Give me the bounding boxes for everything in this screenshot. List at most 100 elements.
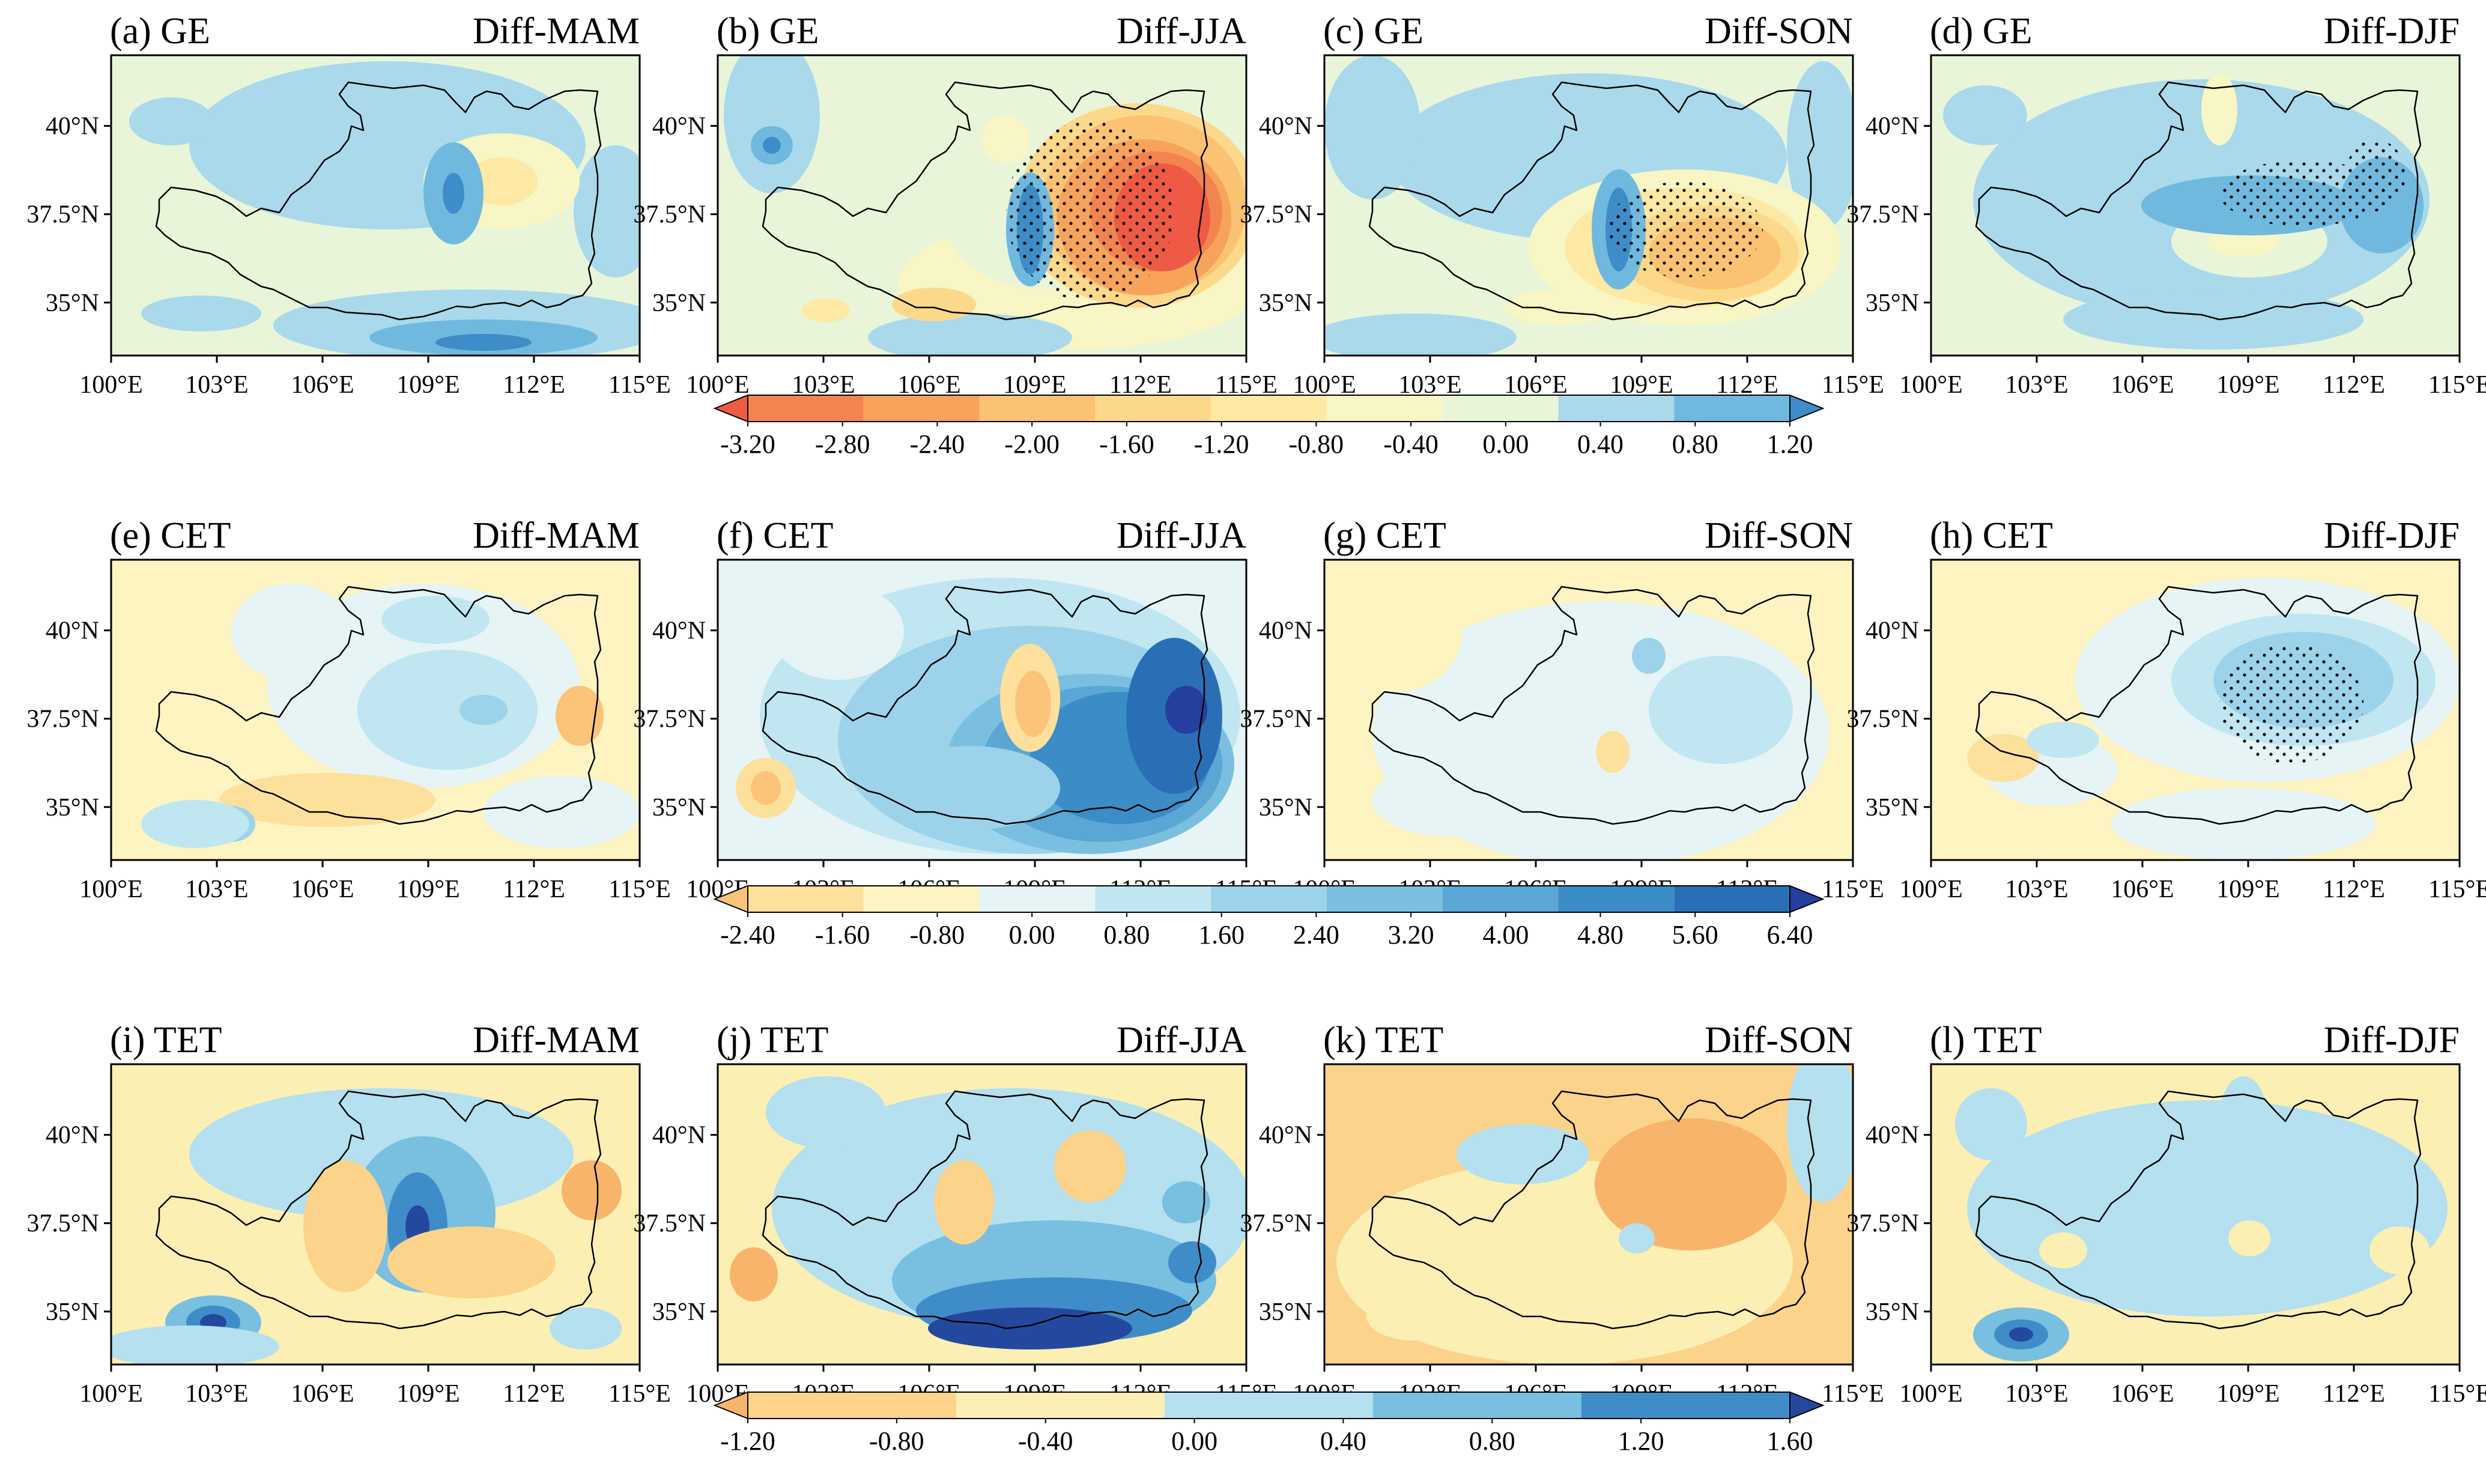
contour-patch — [2039, 1232, 2087, 1268]
contour-patch — [880, 746, 1060, 830]
colorbar-swatch — [1373, 1392, 1581, 1419]
panel-frame — [1930, 1063, 2461, 1366]
contour-patch — [1943, 85, 2027, 145]
x-tick-label: 109°E — [2216, 371, 2279, 399]
colorbar-swatch — [748, 886, 864, 912]
colorbar-tick-label: 0.40 — [1577, 429, 1623, 459]
contour-patch — [303, 1160, 387, 1292]
colorbar-tick-label: 0.00 — [1482, 429, 1529, 459]
panel-frame — [1323, 54, 1854, 357]
colorbar-extend-high — [1789, 394, 1825, 423]
panel-label: (e) CET — [110, 515, 231, 556]
x-tick-label: 106°E — [2111, 1380, 2174, 1408]
colorbar-swatch — [1442, 395, 1559, 422]
x-tick-label: 115°E — [608, 876, 671, 903]
colorbar-swatch — [1095, 886, 1211, 912]
panel-label: (b) GE — [717, 11, 819, 52]
y-tick-label: 40°N — [1866, 617, 1919, 645]
significance-stipple — [2219, 160, 2387, 226]
colorbar-3: -1.20 -0.80 -0.40 0.00 0.40 0.80 1.20 1.60 — [713, 1391, 1825, 1456]
y-tick-label: 37.5°N — [633, 201, 706, 229]
colorbar-tick-label: 1.20 — [1618, 1426, 1664, 1456]
colorbar-frame — [747, 395, 1790, 422]
contour-patch — [111, 1325, 279, 1364]
x-tick-label: 100°E — [1899, 1380, 1962, 1408]
contour-patch — [1165, 686, 1207, 734]
panel-label: (d) GE — [1930, 11, 2032, 52]
contour-patch — [2111, 788, 2375, 860]
colorbar-swatch — [1211, 395, 1327, 422]
y-tick-label: 35°N — [46, 794, 99, 822]
y-tick-label: 37.5°N — [633, 706, 706, 733]
contour-patch — [231, 584, 351, 680]
x-tick-label: 100°E — [1293, 371, 1356, 399]
contour-field — [718, 55, 1246, 356]
colorbar-tick-label: -1.60 — [815, 920, 870, 949]
colorbar-swatch — [1095, 395, 1211, 422]
colorbar-swatch — [748, 395, 864, 422]
panel-title: Diff-MAM — [473, 1020, 640, 1061]
colorbar-tick-label: 5.60 — [1672, 920, 1718, 949]
panel-frame — [110, 1063, 641, 1366]
colorbar-tick-label: 0.00 — [1009, 920, 1055, 949]
colorbar-tick-label: -2.40 — [720, 920, 775, 949]
x-tick-label: 103°E — [2005, 1380, 2068, 1408]
panel-frame — [1323, 1063, 1854, 1366]
significance-stipple — [1607, 181, 1763, 277]
x-tick-label: 103°E — [2005, 876, 2068, 903]
y-tick-label: 35°N — [46, 289, 99, 317]
colorbar-tick-label: -1.20 — [1194, 429, 1249, 459]
x-tick-label: 103°E — [1398, 371, 1461, 399]
contour-field — [111, 55, 640, 356]
contour-patch — [751, 771, 781, 805]
panel-h: (h) CET Diff-DJF 100°E 103°E 106°E 109°E 112°E… — [1846, 515, 2486, 903]
contour-patch — [1632, 638, 1666, 674]
x-tick-label: 112°E — [503, 876, 565, 903]
y-tick-label: 35°N — [652, 1298, 706, 1326]
panel-title: Diff-JJA — [1117, 1020, 1246, 1061]
y-tick-label: 40°N — [1259, 1122, 1312, 1149]
x-tick-label: 115°E — [2428, 1380, 2486, 1408]
contour-patch — [730, 1247, 778, 1301]
panel-label: (j) TET — [717, 1020, 829, 1061]
contour-patch — [141, 800, 249, 848]
colorbar-tick-label: 4.00 — [1482, 920, 1529, 949]
colorbar-tick-label: 0.40 — [1320, 1426, 1366, 1456]
x-tick-label: 100°E — [686, 371, 749, 399]
x-tick-label: 109°E — [396, 876, 459, 903]
x-tick-label: 106°E — [2111, 876, 2174, 903]
x-tick-label: 115°E — [608, 371, 671, 399]
contour-patch — [435, 334, 532, 351]
contour-patch — [443, 173, 464, 214]
x-tick-label: 106°E — [291, 371, 354, 399]
contour-patch — [2219, 1076, 2267, 1160]
y-tick-label: 37.5°N — [633, 1210, 706, 1238]
x-tick-label: 103°E — [185, 876, 248, 903]
significance-stipple — [2219, 644, 2363, 764]
y-tick-label: 37.5°N — [26, 1210, 99, 1238]
contour-patch — [1015, 671, 1051, 737]
contour-patch — [928, 1307, 1132, 1349]
colorbar-tick-label: -0.80 — [910, 920, 965, 949]
panel-l: (l) TET Diff-DJF 100°E 103°E 106°E 109°E 112°E… — [1846, 1020, 2486, 1408]
contour-patch — [1054, 1130, 1126, 1202]
contour-field — [1931, 560, 2460, 860]
x-tick-label: 109°E — [2216, 876, 2279, 903]
contour-patch — [763, 137, 781, 154]
colorbar-swatch — [748, 1392, 956, 1419]
y-tick-label: 40°N — [652, 1122, 706, 1149]
y-tick-label: 35°N — [652, 289, 706, 317]
x-tick-label: 100°E — [79, 876, 142, 903]
y-tick-label: 40°N — [46, 113, 99, 141]
contour-patch — [550, 1307, 622, 1349]
colorbar-tick-label: -2.40 — [910, 429, 965, 459]
colorbar-frame — [747, 885, 1790, 913]
colorbar-swatch — [863, 886, 980, 912]
y-tick-label: 35°N — [1866, 794, 1919, 822]
contour-patch — [1457, 1124, 1589, 1184]
colorbar-swatch — [1581, 1392, 1790, 1419]
panel-a: (a) GE Diff-MAM 100°E 103°E 106°E 109°E 112°E 1… — [26, 11, 671, 399]
contour-patch — [2201, 73, 2237, 145]
contour-patch — [1366, 1292, 1463, 1340]
panel-title: Diff-SON — [1705, 1020, 1853, 1061]
